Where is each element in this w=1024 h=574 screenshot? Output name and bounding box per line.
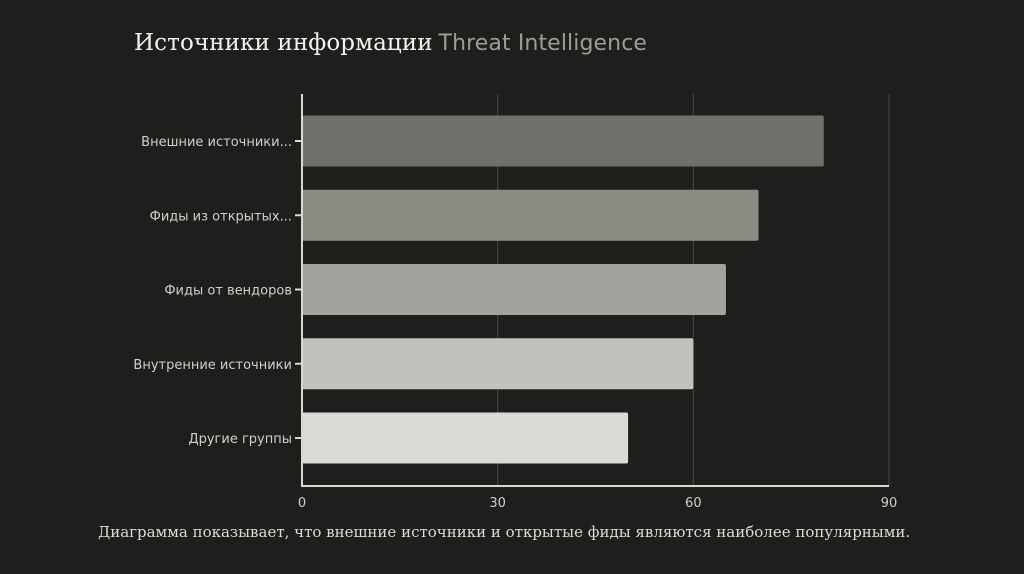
bar-4 [302, 338, 694, 390]
category-label-3: Фиды от вендоров [164, 284, 292, 299]
bar-1 [302, 115, 824, 167]
category-label-4: Внутренние источники [133, 358, 292, 373]
x-tick-label-30: 30 [489, 496, 506, 511]
bar-3 [302, 264, 726, 315]
x-tick-label-90: 90 [881, 496, 898, 511]
category-label-2: Фиды из открытых... [150, 209, 292, 224]
page-title: Источники информации Threat Intelligence [134, 30, 647, 56]
title-main: Источники информации [134, 30, 433, 56]
x-tick-label-0: 0 [298, 496, 306, 511]
bar-5 [302, 412, 629, 464]
x-tick-label-60: 60 [685, 496, 702, 511]
chart-caption: Диаграмма показывает, что внешние источн… [98, 523, 911, 541]
title-accent: Threat Intelligence [438, 31, 648, 56]
bar-2 [302, 189, 759, 241]
category-label-5: Другие группы [188, 432, 292, 447]
category-label-1: Внешние источники... [141, 135, 292, 150]
